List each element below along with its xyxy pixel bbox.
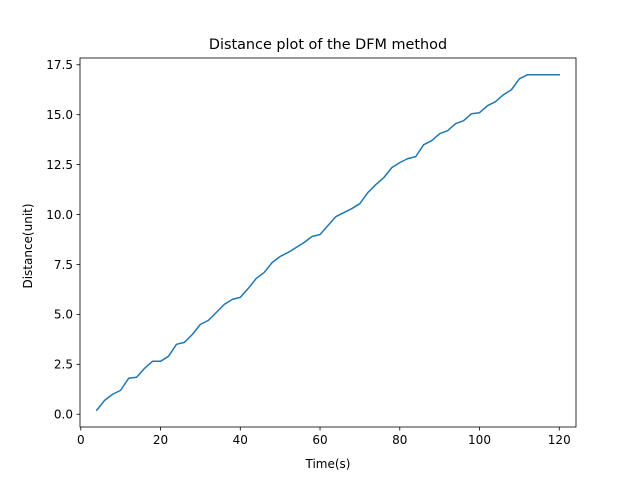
y-tick-label: 2.5 [54,358,73,372]
x-tick-label: 80 [392,433,407,447]
y-tick-label: 0.0 [54,408,73,422]
y-tick-label: 5.0 [54,308,73,322]
x-tick-label: 100 [468,433,491,447]
y-axis-label: Distance(unit) [21,203,35,288]
y-axis-ticks: 0.0 2.5 5.0 7.5 10.0 12.5 15.0 17.5 [46,58,80,422]
series-layer [95,74,560,412]
series-line-0 [95,74,560,412]
axes-frame [79,57,577,428]
chart-title: Distance plot of the DFM method [209,37,447,53]
y-tick-label: 10.0 [46,208,73,222]
x-axis-label: Time(s) [305,457,351,471]
x-tick-label: 120 [548,433,571,447]
x-tick-label: 60 [312,433,327,447]
y-tick-label: 12.5 [46,158,73,172]
x-axis-ticks: 0 20 40 60 80 100 120 [77,427,571,447]
y-tick-label: 15.0 [46,108,73,122]
x-tick-label: 0 [77,433,85,447]
plot-frame [79,57,577,428]
y-tick-label: 17.5 [46,58,73,72]
y-tick-label: 7.5 [54,258,73,272]
x-tick-label: 20 [153,433,168,447]
x-tick-label: 40 [233,433,248,447]
